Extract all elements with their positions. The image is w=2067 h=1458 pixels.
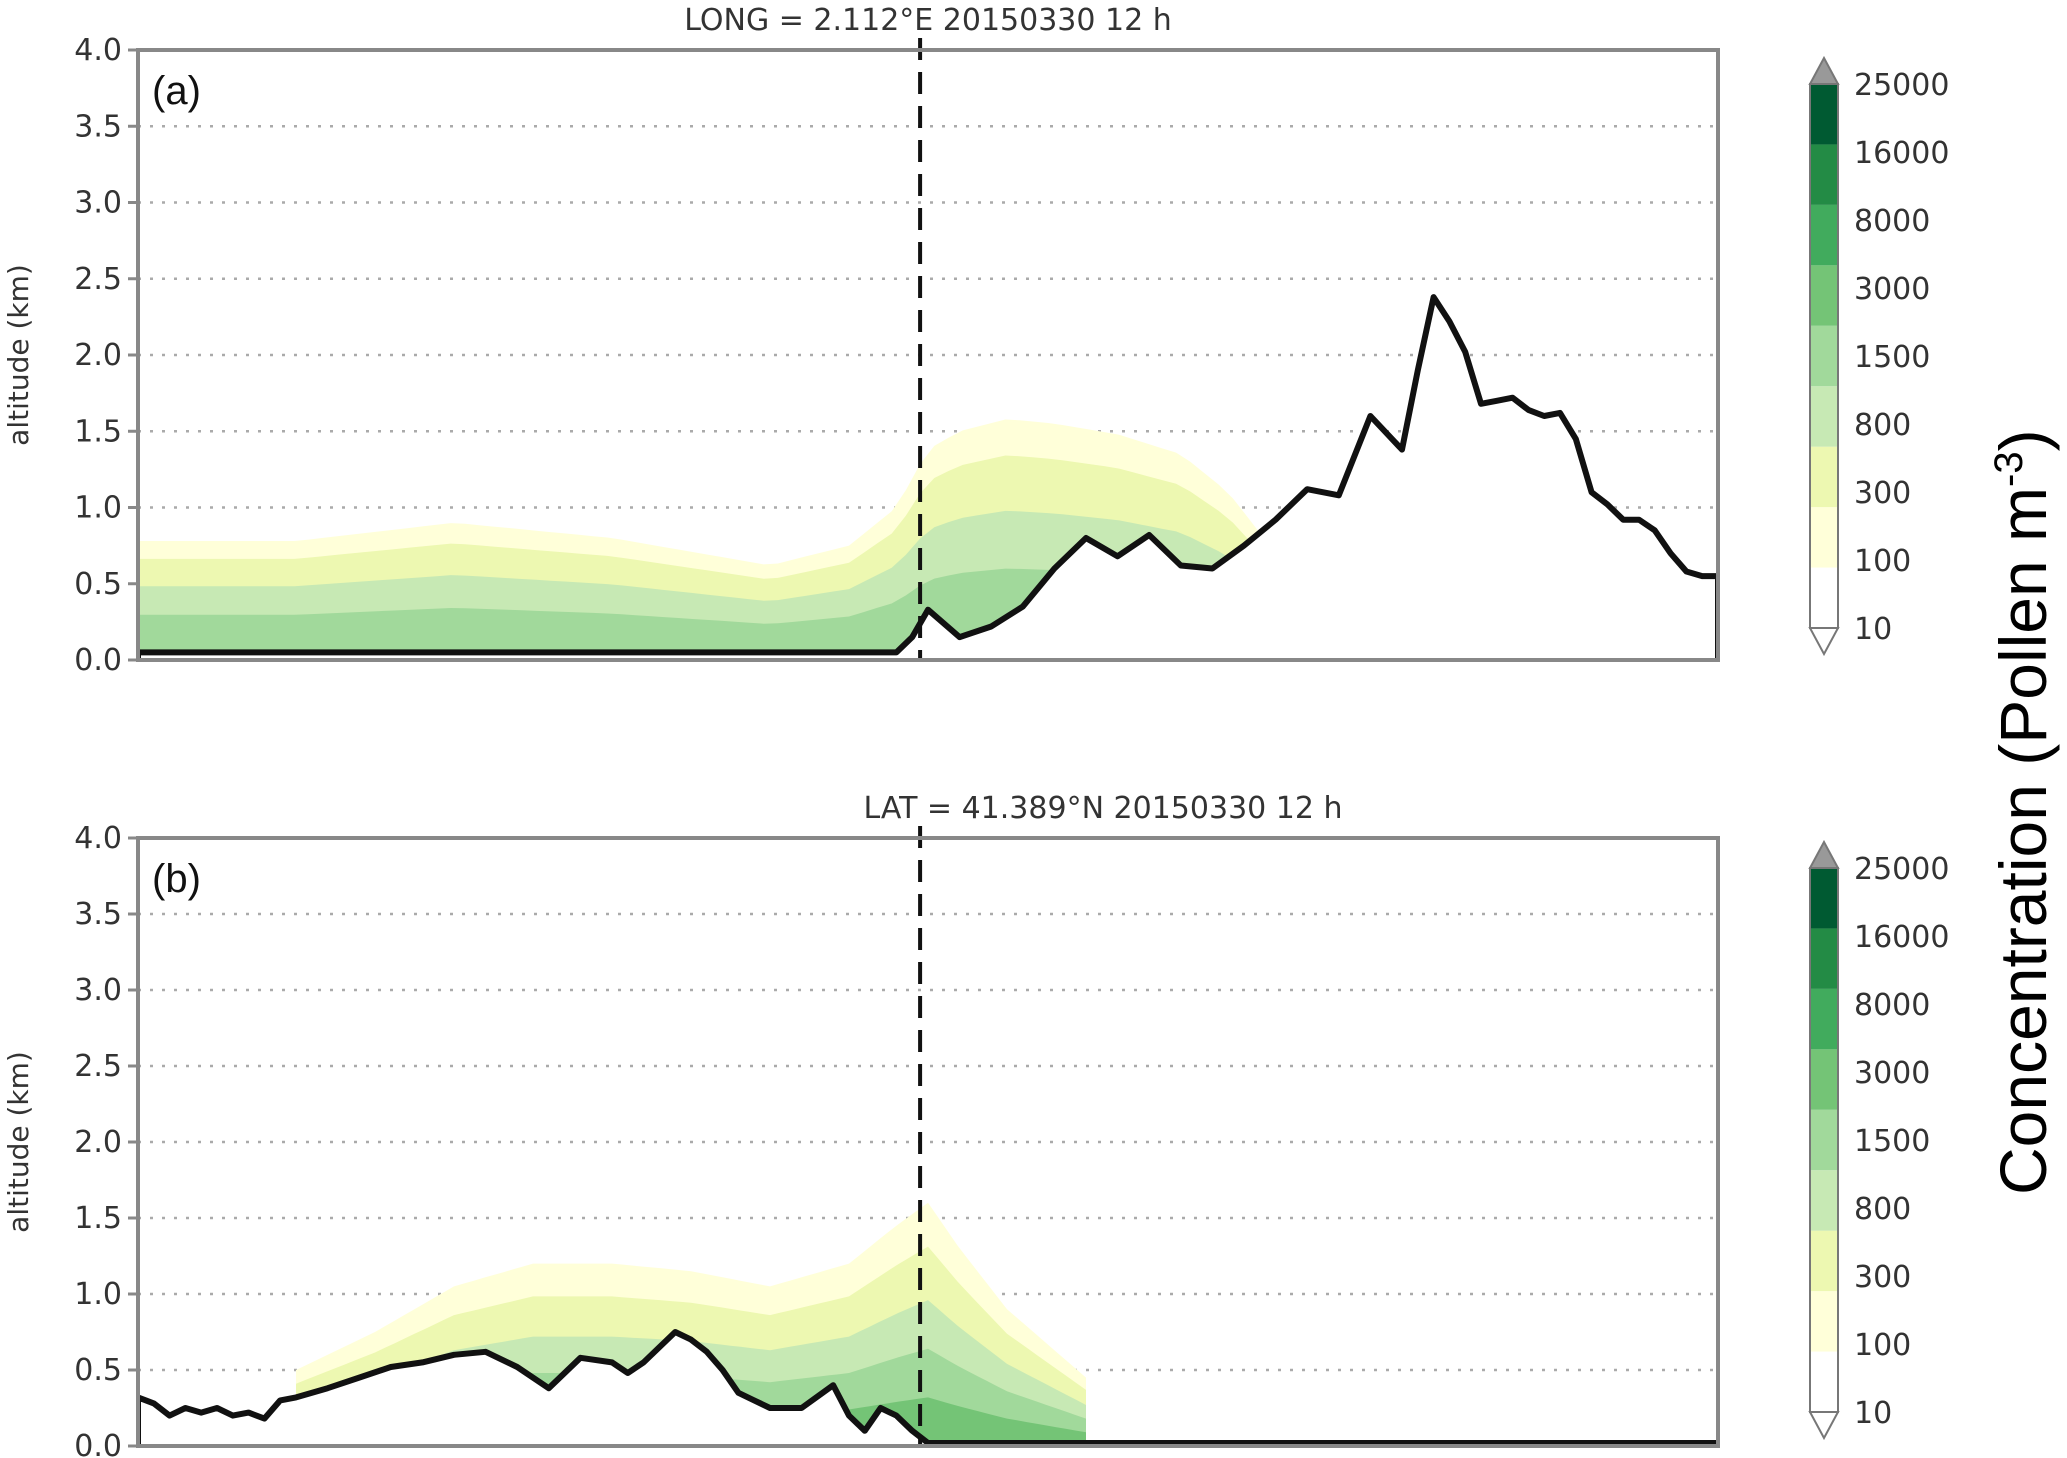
colorbar-label: Concentration (Pollen m-3) [1986,429,2060,1195]
colorbar-tick-label: 8000 [1854,204,1930,239]
colorbar-segment [1810,507,1838,568]
colorbar-segment [1810,988,1838,1050]
y-tick-label: 1.5 [74,414,122,449]
panel-b-y-axis-label: altitude (km) [2,1051,35,1233]
panel-b-y-axis: 0.0 0.5 1.0 1.5 2.0 2.5 3.0 3.5 4.0 [74,821,138,1458]
colorbar-extend-max [1808,839,1840,869]
colorbar-tick-label: 10 [1854,1396,1892,1431]
y-tick-label: 1.0 [74,491,122,526]
y-tick-label: 3.5 [74,109,122,144]
panel-b-title: LAT = 41.389°N 20150330 12 h [863,791,1342,826]
colorbar-segment [1810,567,1838,628]
y-tick-label: 3.0 [74,973,122,1008]
colorbar-tick-label: 3000 [1854,272,1930,307]
colorbar-tick-label: 100 [1854,544,1911,579]
colorbar-segment [1810,84,1838,145]
colorbar-segment [1810,1230,1838,1292]
panel-a-y-axis: 0.0 0.5 1.0 1.5 2.0 2.5 3.0 3.5 4.0 [74,33,138,678]
y-tick-label: 0.5 [74,1353,122,1388]
colorbar-segment [1810,928,1838,989]
y-tick-label: 0.5 [74,567,122,602]
y-tick-label: 3.0 [74,186,122,221]
colorbar-b: 10 100 300 800 1500 3000 8000 16000 25000 [1808,839,1949,1441]
colorbar-tick-label: 16000 [1854,920,1949,955]
colorbar-segment [1810,868,1838,929]
y-tick-label: 2.5 [74,262,122,297]
colorbar-tick-label: 8000 [1854,988,1930,1023]
colorbar-tick-label: 25000 [1854,68,1949,103]
panel-a: LONG = 2.112°E 20150330 12 h 0.0 0.5 1.0 1.… [2,3,1720,678]
colorbar-segment [1810,1291,1838,1352]
y-tick-label: 4.0 [74,33,122,68]
panel-a-title: LONG = 2.112°E 20150330 12 h [684,3,1172,38]
colorbar-tick-label: 800 [1854,408,1911,443]
colorbar-extend-min [1808,627,1840,657]
colorbar-tick-label: 300 [1854,1260,1911,1295]
panel-b: LAT = 41.389°N 20150330 12 h 0.0 0.5 1.0 1.… [2,791,1720,1458]
panel-a-pollen-concentration-field [138,419,1276,660]
y-tick-label: 2.0 [74,1125,122,1160]
colorbar-frame [1809,83,1839,629]
panel-a-y-axis-label: altitude (km) [2,264,35,446]
y-tick-label: 1.0 [74,1277,122,1312]
colorbar-tick-label: 3000 [1854,1056,1930,1091]
colorbar-segment [1810,1351,1838,1412]
colorbar-tick-label: 100 [1854,1328,1911,1363]
panel-b-terrain-profile [138,1329,1718,1446]
colorbar-segment [1810,1170,1838,1231]
colorbar-tick-label: 16000 [1854,136,1949,171]
y-tick-label: 4.0 [74,821,122,856]
panel-a-label: (a) [152,69,201,113]
colorbar-tick-label: 10 [1854,612,1892,647]
panel-b-label: (b) [152,857,201,901]
colorbar-segment [1810,265,1838,326]
y-tick-label: 2.0 [74,338,122,373]
colorbar-segment [1810,144,1838,205]
y-tick-label: 1.5 [74,1201,122,1236]
colorbar-tick-label: 25000 [1854,852,1949,887]
colorbar-segment [1810,1109,1838,1171]
colorbar-frame [1809,867,1839,1413]
colorbar-segment [1810,204,1838,266]
colorbar-tick-label: 300 [1854,476,1911,511]
y-tick-label: 2.5 [74,1049,122,1084]
y-tick-label: 3.5 [74,897,122,932]
colorbar-tick-label: 1500 [1854,340,1930,375]
colorbar-tick-label: 1500 [1854,1124,1930,1159]
y-tick-label: 0.0 [74,643,122,678]
colorbar-extend-min [1808,1411,1840,1441]
colorbar-extend-max [1808,55,1840,85]
panel-a-terrain-profile [138,294,1718,660]
colorbar-tick-label: 800 [1854,1192,1911,1227]
colorbar-a: 10 100 300 800 1500 3000 8000 16000 25000 [1808,55,1949,657]
colorbar-segment [1810,1049,1838,1110]
y-tick-label: 0.0 [74,1429,122,1458]
colorbar-segment [1810,446,1838,508]
colorbar-segment [1810,386,1838,447]
colorbar-segment [1810,325,1838,387]
